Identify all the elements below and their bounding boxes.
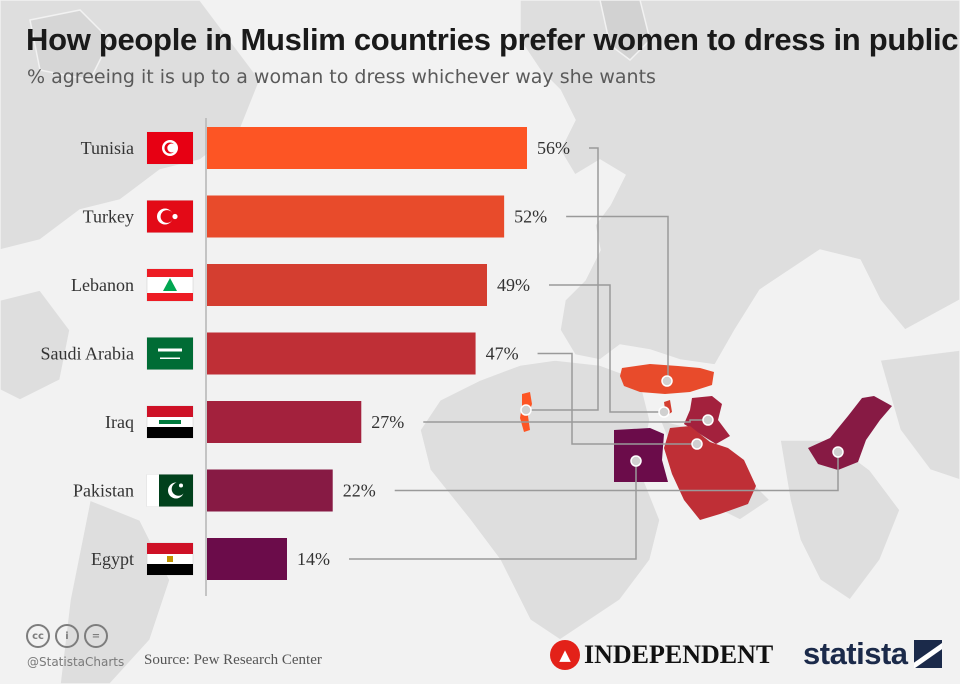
bar	[207, 332, 476, 375]
category-label: Tunisia	[81, 138, 134, 158]
bar-row-iraq: Iraq 27%	[105, 401, 404, 443]
value-label: 22%	[343, 481, 376, 501]
pakistan-map-shape	[808, 396, 892, 470]
leader-line-tunisia	[526, 147, 599, 411]
egypt-flag-icon	[146, 542, 194, 576]
map-dot-pakistan	[832, 446, 844, 458]
value-label: 49%	[497, 275, 530, 295]
category-label: Lebanon	[71, 275, 134, 295]
value-label: 27%	[371, 412, 404, 432]
lebanon-flag-icon	[146, 268, 194, 302]
bar	[207, 401, 362, 443]
bar	[207, 264, 487, 306]
license-icons: cc i =	[26, 624, 108, 648]
statista-logo: statista	[803, 636, 942, 672]
statista-handle: @StatistaCharts	[27, 655, 125, 669]
tunisia-flag-icon	[146, 131, 194, 165]
source-note: Source: Pew Research Center	[144, 652, 322, 668]
leader-line-turkey	[566, 215, 669, 382]
map-dot-egypt	[630, 455, 642, 467]
independent-logo: ▲ INDEPENDENT	[550, 640, 773, 670]
category-label: Turkey	[83, 207, 134, 227]
value-label: 14%	[297, 549, 330, 569]
map-dot-iraq	[702, 414, 714, 426]
leader-lines	[349, 147, 844, 560]
bar	[207, 469, 333, 512]
iraq-flag-icon	[146, 405, 194, 439]
category-label: Egypt	[91, 549, 134, 569]
statista-wordmark: statista	[803, 636, 908, 671]
leader-line-saudi-arabia	[537, 352, 697, 445]
independent-wordmark: INDEPENDENT	[584, 640, 774, 669]
bar-row-tunisia: Tunisia 56%	[81, 127, 570, 169]
chart-title: How people in Muslim countries prefer wo…	[26, 22, 959, 57]
saudi-arabia-map-shape	[664, 426, 756, 520]
map-dot-turkey	[661, 375, 673, 387]
turkey-flag-icon	[146, 200, 194, 233]
bar-row-saudi-arabia: Saudi Arabia 47%	[41, 332, 519, 375]
chart-subtitle: % agreeing it is up to a woman to dress …	[27, 66, 656, 88]
value-label: 47%	[486, 344, 519, 364]
leader-line-iraq	[423, 419, 708, 423]
leader-line-egypt	[349, 461, 637, 560]
no-derivatives-icon: =	[84, 624, 108, 648]
category-label: Pakistan	[73, 481, 134, 501]
highlighted-countries-map	[520, 364, 892, 520]
bar	[207, 538, 287, 580]
category-label: Iraq	[105, 412, 134, 432]
bar	[207, 127, 527, 169]
leader-line-lebanon	[549, 284, 664, 413]
bar	[207, 195, 505, 238]
map-dot-tunisia	[520, 404, 532, 416]
category-label: Saudi Arabia	[41, 344, 134, 364]
map-dot-lebanon	[658, 406, 670, 418]
bar-row-pakistan: Pakistan 22%	[73, 469, 376, 512]
bar-row-lebanon: Lebanon 49%	[71, 264, 530, 306]
map-dot-saudi-arabia	[691, 438, 703, 450]
bar-row-turkey: Turkey 52%	[83, 195, 547, 238]
statista-mark-icon	[913, 640, 942, 668]
attribution-icon: i	[55, 624, 79, 648]
egypt-map-shape	[614, 428, 668, 482]
value-label: 52%	[514, 207, 547, 227]
creative-commons-icon: cc	[26, 624, 50, 648]
eagle-icon: ▲	[550, 640, 580, 670]
value-label: 56%	[537, 138, 570, 158]
saudi-arabia-flag-icon	[146, 337, 194, 370]
leader-line-pakistan	[394, 452, 839, 492]
bar-row-egypt: Egypt 14%	[91, 538, 330, 580]
pakistan-flag-icon	[146, 474, 194, 507]
